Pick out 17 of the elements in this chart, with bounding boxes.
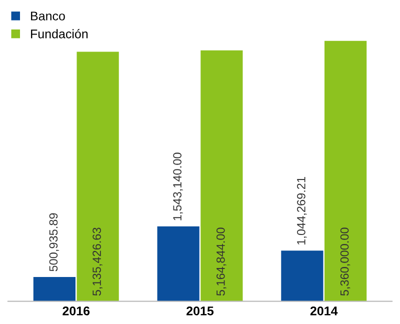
data-label: 1,543,140.00 (173, 152, 183, 220)
bar (33, 276, 76, 302)
data-label: 500,935.89 (49, 213, 60, 272)
x-tick-label: 2016 (62, 306, 90, 316)
bar (281, 250, 324, 302)
legend-label: Fundación (31, 29, 88, 38)
bar (157, 226, 200, 302)
x-tick-label: 2014 (310, 306, 338, 316)
bar (200, 50, 243, 302)
bar (76, 52, 119, 302)
data-label: 5,360,000.00 (340, 228, 350, 296)
data-label: 5,164,844.00 (216, 228, 226, 296)
data-label: 5,135,426.63 (92, 228, 102, 296)
data-label: 1,044,269.21 (297, 177, 307, 244)
legend-label: Banco (31, 12, 65, 20)
x-tick-label: 2015 (186, 306, 214, 316)
bar (324, 40, 367, 302)
